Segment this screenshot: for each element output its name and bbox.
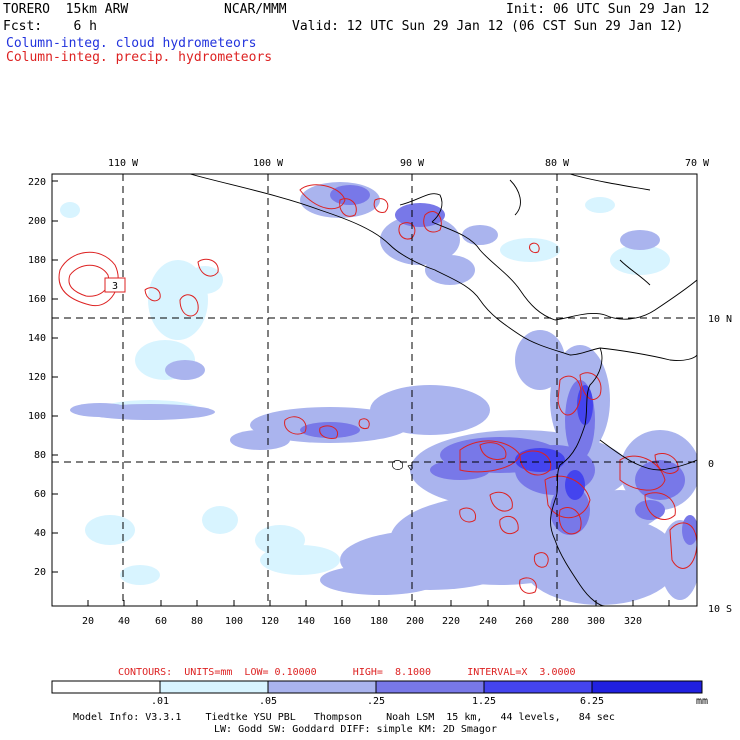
lat-label: 0 — [708, 459, 714, 470]
colorbar-level-label: 1.25 — [471, 696, 497, 707]
lat-lon-grid — [52, 174, 697, 606]
y-tick-label: 220 — [28, 177, 46, 188]
colorbar-unit: mm — [695, 696, 709, 707]
x-tick-label: 80 — [191, 616, 203, 627]
y-tick-label: 180 — [28, 255, 46, 266]
lon-label: 100 W — [253, 158, 284, 169]
x-tick-label: 120 — [261, 616, 279, 627]
x-tick-label: 160 — [333, 616, 351, 627]
map-field — [52, 174, 697, 606]
init-time: Init: 06 UTC Sun 29 Jan 12 — [506, 2, 710, 17]
y-tick-label: 80 — [34, 450, 46, 461]
model-title: TORERO 15km ARW — [3, 2, 129, 17]
lat-label: 10 N — [708, 314, 732, 325]
x-tick-label: 300 — [587, 616, 605, 627]
cloud-shading-max — [515, 385, 593, 500]
x-axis-ticks — [87, 600, 670, 606]
y-tick-label: 100 — [28, 411, 46, 422]
x-tick-label: 100 — [225, 616, 243, 627]
y-tick-label: 120 — [28, 372, 46, 383]
coastlines — [189, 174, 697, 606]
lon-label: 80 W — [545, 158, 570, 169]
contour-info: CONTOURS: UNITS=mm LOW= 0.10000 HIGH= 8.… — [118, 667, 576, 678]
lon-label: 110 W — [108, 158, 139, 169]
y-axis-ticks — [52, 180, 58, 573]
colorbar-bin — [51, 680, 161, 694]
colorbar-bin — [483, 680, 593, 694]
field-label-precip: Column-integ. precip. hydrometeors — [6, 50, 273, 65]
y-tick-label: 160 — [28, 294, 46, 305]
colorbar — [51, 680, 703, 694]
colorbar-bin — [591, 680, 703, 694]
model-info-line1: Model Info: V3.3.1 Tiedtke YSU PBL Thomp… — [73, 712, 615, 723]
lon-label: 70 W — [685, 158, 710, 169]
y-tick-label: 20 — [34, 567, 46, 578]
x-tick-label: 180 — [370, 616, 388, 627]
y-tick-label: 140 — [28, 333, 46, 344]
center-name: NCAR/MMM — [224, 2, 287, 17]
colorbar-level-label: .05 — [258, 696, 278, 707]
forecast-hour: Fcst: 6 h — [3, 19, 97, 34]
x-axis-labels: 20 40 60 80 100 120 140 160 180 200 220 … — [82, 616, 642, 627]
colorbar-level-label: .25 — [366, 696, 386, 707]
colorbar-bin — [375, 680, 485, 694]
colorbar-bin — [267, 680, 377, 694]
x-tick-label: 260 — [515, 616, 533, 627]
y-tick-label: 200 — [28, 216, 46, 227]
colorbar-bin — [159, 680, 269, 694]
x-tick-label: 280 — [551, 616, 569, 627]
x-tick-label: 60 — [155, 616, 167, 627]
y-tick-label: 40 — [34, 528, 46, 539]
model-info-line2: LW: Godd SW: Goddard DIFF: simple KM: 2D… — [214, 724, 497, 735]
valid-time: Valid: 12 UTC Sun 29 Jan 12 (06 CST Sun … — [292, 19, 684, 34]
x-tick-label: 140 — [297, 616, 315, 627]
cloud-shading-mid — [70, 182, 697, 605]
contour-label-box — [104, 277, 126, 293]
colorbar-level-label: 6.25 — [579, 696, 605, 707]
field-label-cloud: Column-integ. cloud hydrometeors — [6, 36, 257, 51]
y-axis-labels: 220 200 180 160 140 120 100 80 60 40 20 — [28, 177, 46, 578]
contour-label: 3 — [112, 281, 118, 292]
x-tick-label: 240 — [479, 616, 497, 627]
x-tick-label: 200 — [406, 616, 424, 627]
x-tick-label: 40 — [118, 616, 130, 627]
x-tick-label: 220 — [442, 616, 460, 627]
colorbar-level-label: .01 — [150, 696, 170, 707]
lon-label: 90 W — [400, 158, 425, 169]
precip-contours — [58, 184, 697, 594]
x-tick-label: 320 — [624, 616, 642, 627]
map-frame — [51, 173, 698, 607]
y-tick-label: 60 — [34, 489, 46, 500]
lat-label: 10 S — [708, 604, 732, 615]
x-tick-label: 20 — [82, 616, 94, 627]
